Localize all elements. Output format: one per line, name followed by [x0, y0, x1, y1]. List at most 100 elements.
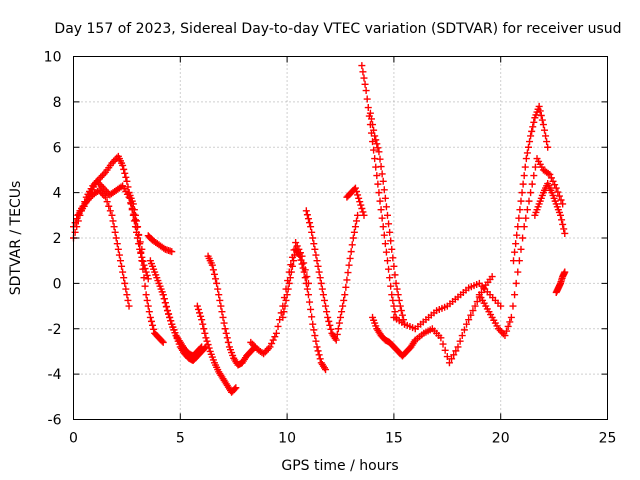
data-point — [525, 197, 533, 205]
data-point — [310, 326, 318, 334]
data-point — [108, 211, 116, 219]
data-point — [514, 268, 522, 276]
data-point — [437, 334, 445, 342]
series-track-r — [411, 273, 496, 367]
data-point — [222, 329, 230, 337]
data-point — [385, 220, 393, 228]
data-point — [471, 302, 479, 310]
data-point — [221, 325, 229, 333]
data-point — [286, 274, 294, 282]
data-point — [303, 211, 311, 219]
data-point — [358, 205, 366, 213]
data-point — [386, 274, 394, 282]
data-point — [85, 192, 93, 200]
data-point — [197, 312, 205, 320]
data-point — [518, 189, 526, 197]
data-point — [210, 270, 218, 278]
data-point — [318, 285, 326, 293]
data-points — [70, 62, 569, 396]
data-point — [285, 279, 293, 287]
data-point — [111, 156, 119, 164]
data-point — [397, 307, 405, 315]
data-point — [304, 291, 312, 299]
data-point — [280, 308, 288, 316]
data-point — [307, 223, 315, 231]
data-point — [297, 256, 305, 264]
data-point — [266, 343, 274, 351]
y-tick-label: -6 — [48, 413, 62, 429]
data-point — [517, 245, 525, 253]
y-tick-label: 2 — [53, 231, 62, 247]
data-point — [168, 248, 176, 256]
data-point — [314, 262, 322, 270]
data-point — [543, 138, 551, 146]
data-point — [302, 207, 310, 215]
data-point — [559, 200, 567, 208]
data-point — [324, 313, 332, 321]
data-point — [281, 302, 289, 310]
data-point — [279, 313, 287, 321]
data-point — [467, 311, 475, 319]
data-point — [163, 307, 171, 315]
data-point — [145, 308, 153, 316]
data-point — [551, 181, 559, 189]
data-point — [389, 254, 397, 262]
series-track-k — [279, 245, 330, 374]
data-point — [268, 339, 276, 347]
data-point — [376, 197, 384, 205]
data-point — [395, 296, 403, 304]
data-point — [561, 229, 569, 237]
data-point — [539, 121, 547, 129]
data-point — [503, 327, 511, 335]
data-point — [218, 308, 226, 316]
data-point — [473, 298, 481, 306]
data-point — [392, 279, 400, 287]
data-point — [528, 127, 536, 135]
series-track-m — [343, 184, 368, 219]
data-point — [322, 366, 330, 374]
data-point — [271, 333, 279, 341]
data-point — [373, 172, 381, 180]
series-track-t — [510, 102, 552, 265]
data-point — [200, 325, 208, 333]
data-point — [316, 355, 324, 363]
data-point — [383, 257, 391, 265]
data-point — [125, 302, 133, 310]
data-point — [387, 237, 395, 245]
data-point — [326, 321, 334, 329]
data-point — [527, 132, 535, 140]
data-point — [557, 211, 565, 219]
data-point — [320, 296, 328, 304]
data-point — [314, 347, 322, 355]
data-point — [374, 144, 382, 152]
data-point — [351, 184, 359, 192]
data-point — [531, 163, 539, 171]
data-point — [124, 296, 132, 304]
data-point — [363, 95, 371, 103]
data-point — [342, 283, 350, 291]
y-tick-label: 8 — [53, 95, 62, 111]
data-point — [119, 161, 127, 169]
data-point — [448, 355, 456, 363]
data-point — [374, 180, 382, 188]
data-point — [98, 172, 106, 180]
data-point — [115, 251, 123, 259]
y-tick-label: -4 — [48, 367, 62, 383]
data-point — [103, 198, 111, 206]
data-point — [371, 132, 379, 140]
data-point — [389, 296, 397, 304]
series-track-f — [159, 291, 210, 365]
data-point — [346, 254, 354, 262]
data-point — [282, 296, 290, 304]
data-point — [71, 228, 79, 236]
data-point — [376, 155, 384, 163]
y-tick-label: 6 — [53, 140, 62, 156]
data-point — [366, 109, 374, 117]
data-point — [216, 296, 224, 304]
data-point — [369, 121, 377, 129]
data-point — [142, 291, 150, 299]
data-point — [309, 234, 317, 242]
data-point — [561, 268, 569, 276]
data-point — [354, 211, 362, 219]
data-point — [120, 165, 128, 173]
